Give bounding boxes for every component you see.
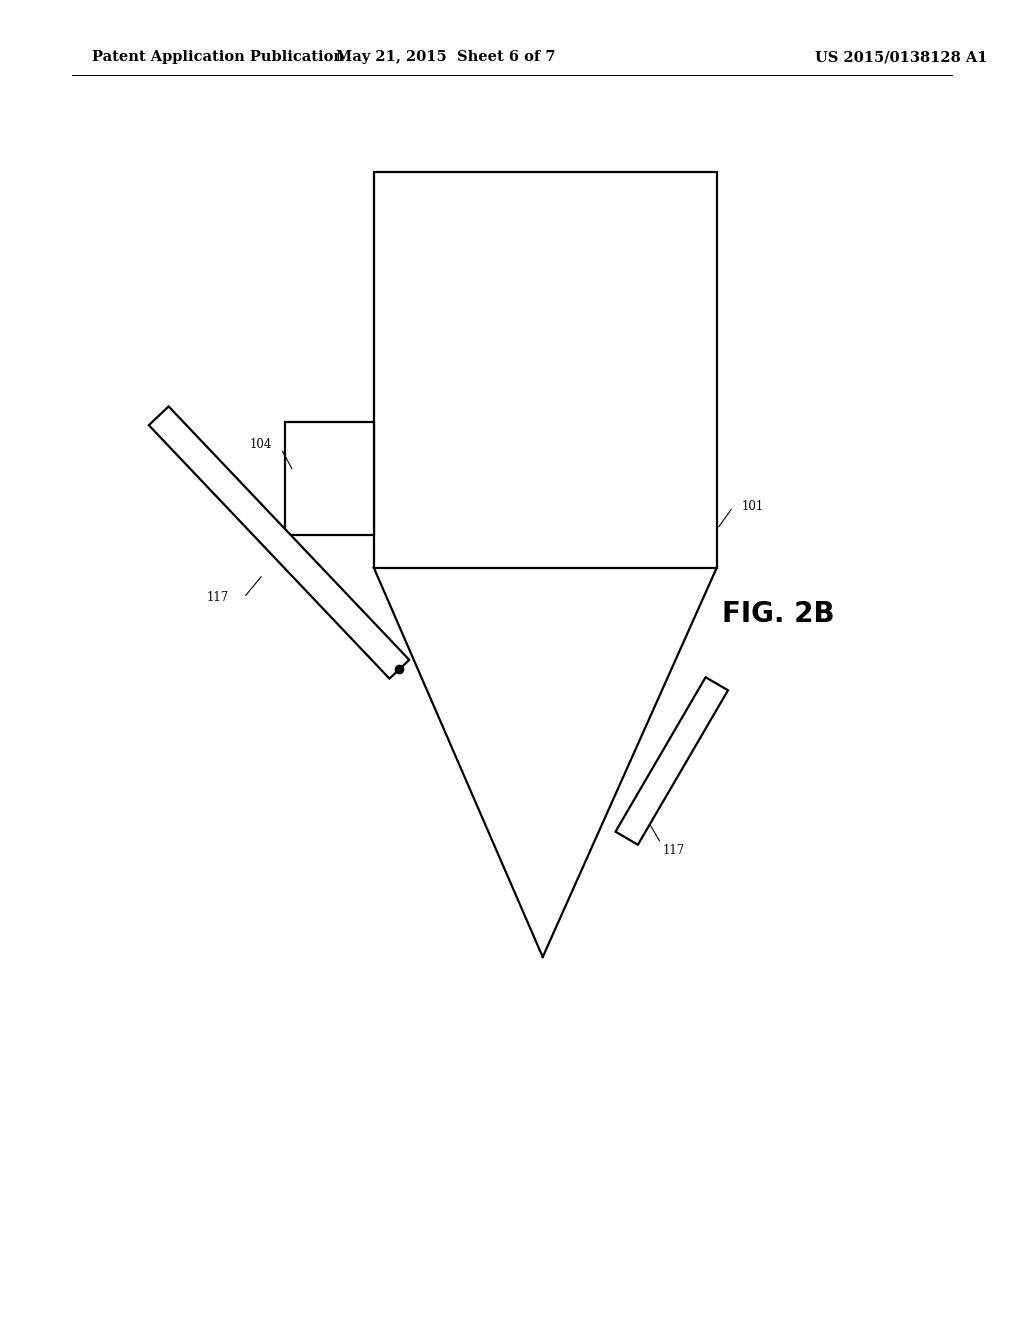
Text: US 2015/0138128 A1: US 2015/0138128 A1 — [815, 50, 987, 65]
Text: 104: 104 — [250, 438, 272, 451]
Text: May 21, 2015  Sheet 6 of 7: May 21, 2015 Sheet 6 of 7 — [336, 50, 555, 65]
Text: Patent Application Publication: Patent Application Publication — [92, 50, 344, 65]
Bar — [285, 422, 374, 535]
Bar — [374, 172, 717, 568]
Text: 117: 117 — [663, 843, 685, 857]
Text: 101: 101 — [741, 500, 764, 513]
Text: FIG. 2B: FIG. 2B — [722, 599, 835, 628]
Polygon shape — [148, 407, 410, 678]
Polygon shape — [615, 677, 728, 845]
Text: 117: 117 — [207, 591, 229, 605]
